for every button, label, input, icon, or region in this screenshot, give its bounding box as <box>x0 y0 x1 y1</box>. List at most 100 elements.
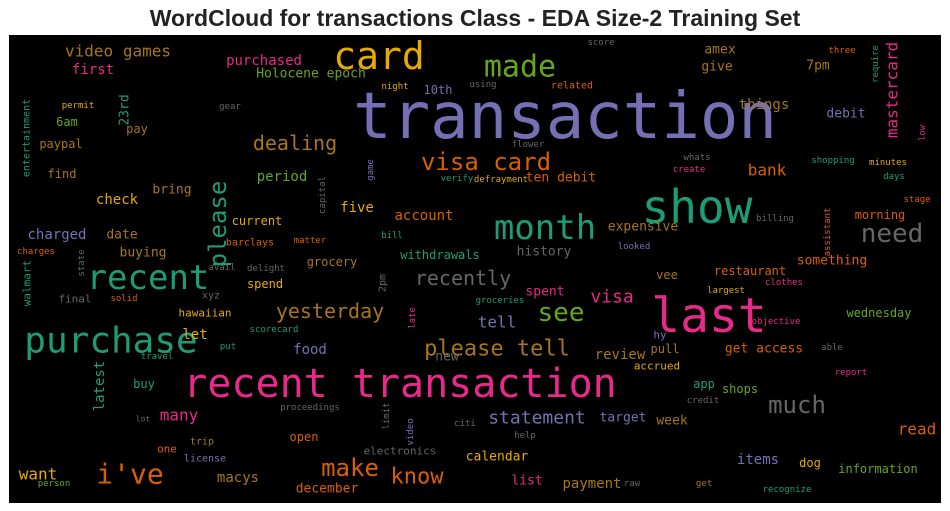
word-35: pay <box>126 122 148 136</box>
word-14: i've <box>96 458 163 491</box>
word-71: pull <box>651 342 680 356</box>
word-47: date <box>106 228 137 243</box>
word-37: find <box>48 167 77 181</box>
word-39: bring <box>152 183 191 198</box>
word-16: know <box>391 465 445 490</box>
word-73: wednesday <box>846 306 911 320</box>
word-132: looked <box>618 242 651 252</box>
word-86: dog <box>799 456 821 470</box>
word-72: accrued <box>634 360 680 373</box>
word-3: show <box>642 180 753 234</box>
word-12: recent transaction <box>183 361 616 407</box>
word-1: card <box>333 34 425 78</box>
word-130: assistant <box>823 208 833 257</box>
word-118: shopping <box>811 156 854 166</box>
word-51: withdrawals <box>400 248 479 262</box>
word-99: state <box>77 249 87 276</box>
word-133: 2pm <box>378 274 389 292</box>
word-60: visa <box>590 287 633 308</box>
word-29: mastercard <box>883 42 902 138</box>
word-49: buying <box>120 246 167 261</box>
word-131: stage <box>903 195 930 205</box>
word-105: lot <box>136 415 151 424</box>
word-149: person <box>38 479 71 489</box>
word-107: gear <box>219 102 241 112</box>
word-113: require <box>871 45 881 83</box>
word-90: december <box>296 482 359 497</box>
word-104: proceedings <box>280 403 340 413</box>
word-41: five <box>340 200 374 216</box>
word-63: hawaiian <box>179 307 232 320</box>
word-108: night <box>381 82 408 92</box>
word-70: hy <box>653 329 667 342</box>
word-53: grocery <box>307 255 358 269</box>
word-18: recently <box>415 266 511 290</box>
word-126: bill <box>381 231 403 241</box>
word-32: 10th <box>424 83 453 97</box>
word-94: trip <box>190 437 214 448</box>
word-116: create <box>673 165 706 175</box>
word-19: yesterday <box>276 299 384 323</box>
word-117: whats <box>683 153 710 163</box>
word-112: three <box>828 46 855 56</box>
word-144: citi <box>454 419 476 429</box>
word-40: period <box>257 169 308 185</box>
word-128: delight <box>247 264 285 274</box>
word-28: 7pm <box>806 59 830 74</box>
word-142: limit <box>382 402 392 429</box>
word-136: largest <box>707 286 745 296</box>
word-56: restaurant <box>714 264 786 278</box>
word-2: made <box>484 50 556 85</box>
word-92: payment <box>562 476 621 492</box>
word-64: final <box>58 293 91 306</box>
word-75: buy <box>133 377 155 391</box>
word-20: please tell <box>424 337 570 362</box>
word-122: defrayment <box>474 175 528 185</box>
word-77: app <box>693 377 715 391</box>
word-55: morning <box>855 208 906 222</box>
word-45: expensive <box>608 220 679 235</box>
word-33: 23rd <box>118 94 133 125</box>
word-22: video games <box>65 42 171 61</box>
word-125: matter <box>294 236 327 246</box>
word-27: give <box>701 60 732 75</box>
word-98: charges <box>17 247 55 257</box>
word-67: new <box>435 350 459 365</box>
word-140: report <box>835 368 868 378</box>
word-54: something <box>797 254 867 269</box>
word-87: information <box>838 462 917 476</box>
word-121: verify <box>441 174 474 184</box>
word-103: scorecard <box>250 325 299 335</box>
word-91: list <box>511 474 542 489</box>
word-24: purchased <box>226 53 302 69</box>
word-5: month <box>494 208 596 248</box>
word-109: using <box>469 80 496 90</box>
word-115: flower <box>512 140 545 150</box>
word-38: check <box>96 192 139 208</box>
word-44: account <box>394 208 453 224</box>
word-8: please <box>204 181 232 268</box>
word-106: permit <box>62 101 95 111</box>
word-48: current <box>232 214 283 228</box>
word-134: groceries <box>476 296 525 306</box>
word-52: history <box>517 245 572 260</box>
word-34: 6am <box>56 115 78 129</box>
word-85: items <box>737 452 779 468</box>
word-74: latest <box>92 361 108 412</box>
word-46: charged <box>27 227 86 243</box>
word-43: bank <box>748 161 787 180</box>
word-138: objective <box>752 317 801 327</box>
word-123: game <box>366 159 376 181</box>
word-9: dealing <box>253 131 337 155</box>
word-88: want <box>19 465 58 484</box>
word-69: get access <box>725 342 803 357</box>
word-81: read <box>898 420 937 439</box>
word-97: walmart <box>21 260 34 306</box>
word-15: make <box>321 454 379 482</box>
word-76: many <box>160 406 199 425</box>
word-89: macys <box>217 470 259 486</box>
word-102: put <box>220 342 236 352</box>
word-7: recent <box>87 258 210 298</box>
word-17: see <box>538 298 585 328</box>
